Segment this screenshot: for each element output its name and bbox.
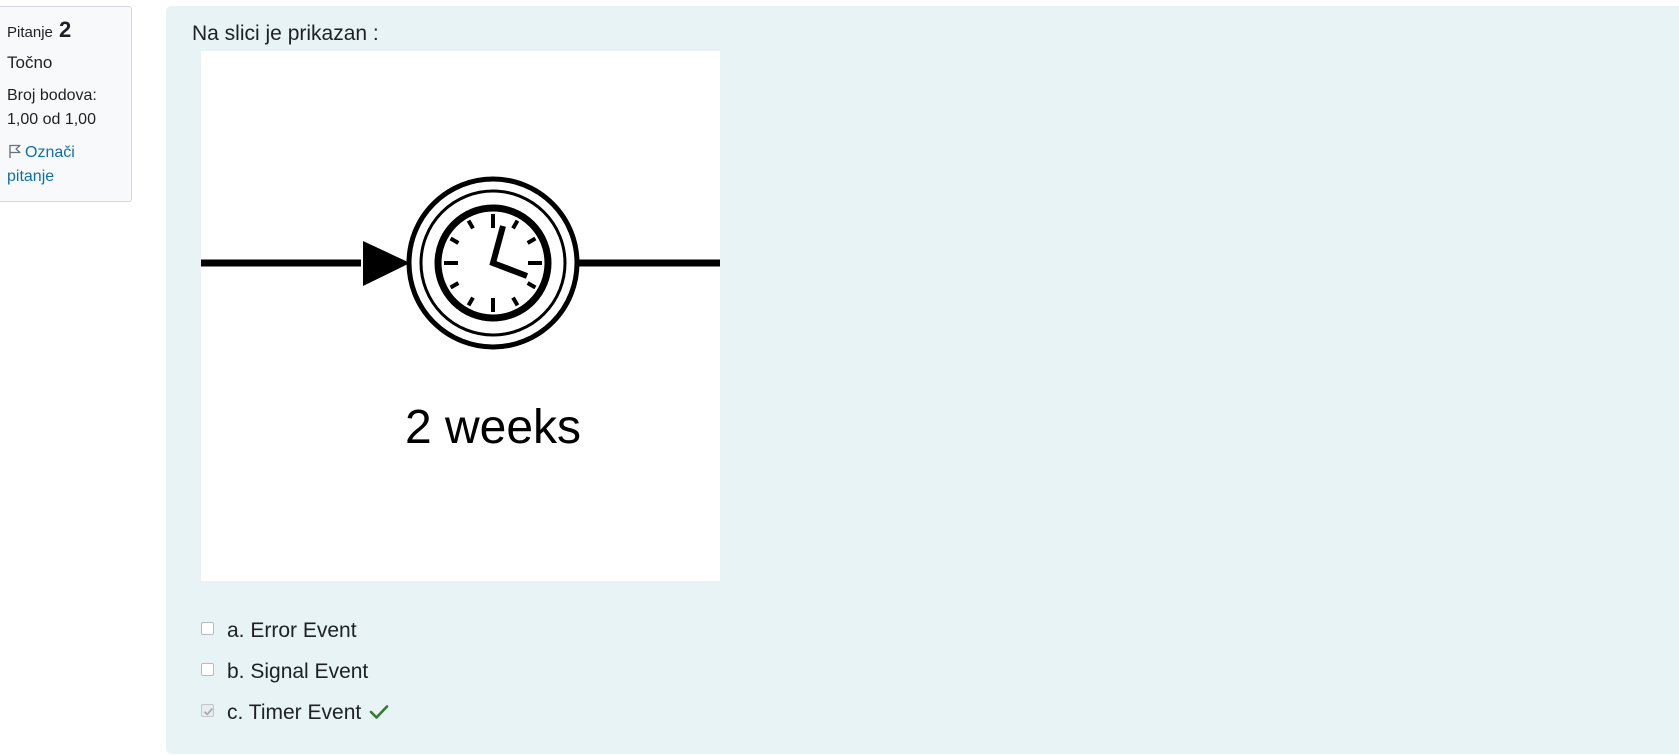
answer-option-c[interactable]: c. Timer Event	[201, 692, 389, 733]
grade-label: Broj bodova:	[7, 87, 97, 104]
question-info-panel: Pitanje 2 Točno Broj bodova: 1,00 od 1,0…	[0, 6, 132, 202]
flag-label-line1[interactable]: Označi	[25, 144, 75, 161]
image-caption: 2 weeks	[405, 401, 581, 454]
inner-event-circle	[419, 189, 567, 337]
answer-label[interactable]: b. Signal Event	[227, 659, 369, 683]
answer-checkbox[interactable]	[201, 622, 214, 635]
question-grade: Broj bodova: 1,00 od 1,00	[7, 84, 123, 132]
question-content: Na slici je prikazan :	[166, 6, 1679, 754]
correct-tick-icon	[369, 702, 389, 726]
clock-icon	[434, 204, 552, 322]
grade-value: 1,00 od 1,00	[7, 111, 96, 128]
flag-question-link[interactable]: Označi pitanje	[7, 141, 123, 189]
answer-label[interactable]: c. Timer Event	[227, 700, 362, 724]
question-label: Pitanje	[7, 24, 53, 41]
question-image: 2 weeks	[201, 51, 720, 581]
answer-option-b[interactable]: b. Signal Event	[201, 651, 389, 692]
flag-icon[interactable]	[7, 143, 23, 159]
question-text: Na slici je prikazan :	[192, 22, 379, 45]
bpmn-timer-event-diagram: 2 weeks	[201, 176, 720, 454]
question-state: Točno	[7, 53, 53, 72]
question-number: 2	[59, 17, 72, 42]
answer-option-a[interactable]: a. Error Event	[201, 610, 389, 651]
checkmark-icon	[203, 707, 214, 716]
question-number-line: Pitanje 2	[7, 17, 123, 46]
flag-label-line2[interactable]: pitanje	[7, 168, 55, 185]
arrowhead-icon	[363, 241, 410, 286]
answer-label[interactable]: a. Error Event	[227, 618, 357, 642]
answer-list: a. Error Event b. Signal Event c. Timer …	[201, 610, 389, 733]
answer-checkbox-checked[interactable]	[201, 704, 214, 717]
answer-checkbox[interactable]	[201, 663, 214, 676]
